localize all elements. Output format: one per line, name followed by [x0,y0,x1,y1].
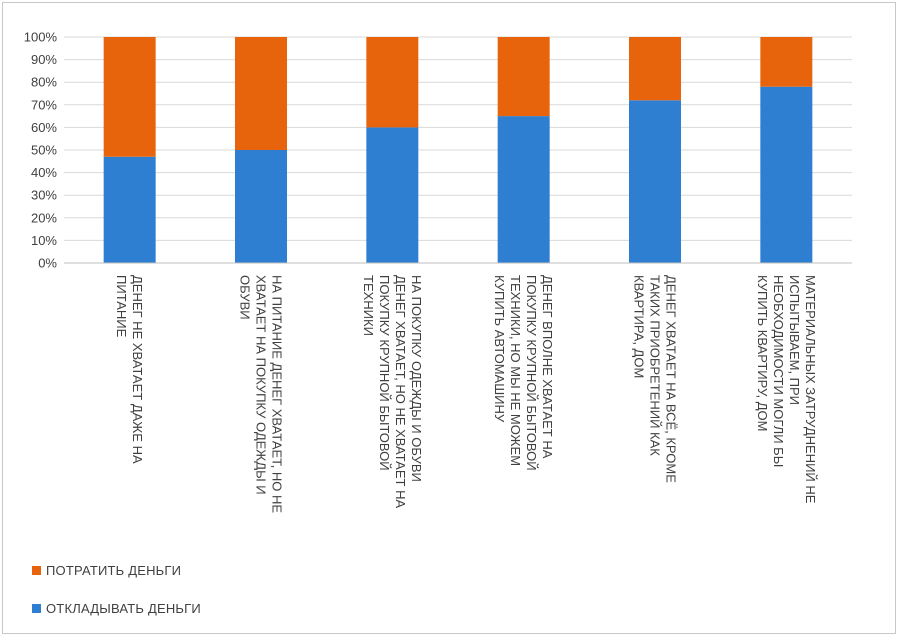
x-tick-label-line: МАТЕРИАЛЬНЫХ ЗАТРУДНЕНИЙ НЕ [803,275,818,504]
x-tick-label-line: ПИТАНИЕ [114,275,129,338]
x-tick-label-line: ДЕНЕГ ХВАТАЕТ, НО НЕ ХВАТАЕТ НА [393,275,408,508]
legend-label-save: ОТКЛАДЫВАТЬ ДЕНЬГИ [46,601,201,616]
y-tick-label: 10% [31,233,57,248]
legend-item-spend: ПОТРАТИТЬ ДЕНЬГИ [32,563,181,578]
legend-label-spend: ПОТРАТИТЬ ДЕНЬГИ [46,563,182,578]
y-tick-label: 100% [24,30,58,45]
x-tick-label-line: ТЕХНИКИ [361,275,376,336]
x-tick-label-line: ПОКУПКУ КРУПНОЙ БЫТОВОЙ [524,275,539,471]
bar-spend-4 [497,37,550,117]
legend-swatch-save [32,604,41,613]
bar-spend-1 [103,37,156,157]
x-tick-label-line: ТАКИХ ПРИОБРЕТЕНИЙ КАК [648,275,663,456]
bar-save-4 [497,116,550,263]
bar-spend-3 [366,37,419,128]
x-tick-label-line: ДЕНЕГ ВПОЛНЕ ХВАТАЕТ НА [540,275,555,459]
x-tick-label-line: НЕОБХОДИМОСТИ МОГЛИ БЫ [771,275,786,467]
bar-spend-6 [760,37,813,87]
bar-save-1 [103,156,156,263]
y-tick-label: 40% [31,165,57,180]
bar-save-6 [760,86,813,263]
bar-spend-5 [629,37,681,101]
x-tick-label-line: ПОКУПКУ КРУПНОЙ БЫТОВОЙ [377,275,392,471]
y-tick-label: 0% [38,256,57,271]
y-tick-label: 20% [31,210,57,225]
y-tick-label: 90% [31,52,57,67]
x-tick-label-line: ИСПЫТЫВАЕМ, ПРИ [787,275,802,405]
x-tick-label-line: ОБУВИ [238,275,253,320]
x-tick-label-line: КУПИТЬ КВАРТИРУ, ДОМ [755,275,770,432]
bar-save-5 [629,100,681,263]
bar-save-2 [235,150,287,263]
legend-item-save: ОТКЛАДЫВАТЬ ДЕНЬГИ [32,601,201,616]
x-tick-label-line: ТЕХНИКИ, НО МЫ НЕ МОЖЕМ [508,275,523,466]
x-tick-label-line: ДЕНЕГ ХВАТАЕТ НА ВСЁ, КРОМЕ [664,275,679,483]
bar-save-3 [366,127,419,264]
legend-swatch-spend [32,566,41,575]
x-tick-label-line: ХВАТАЕТ НА ПОКУПКУ ОДЕЖДЫ И [254,275,269,495]
y-tick-label: 50% [31,143,57,158]
y-tick-label: 70% [31,97,57,112]
y-tick-label: 30% [31,188,57,203]
bar-spend-2 [235,37,287,150]
y-tick-label: 60% [31,120,57,135]
x-tick-label-line: КУПИТЬ АВТОМАШИНУ [492,275,507,423]
x-tick-label-line: КВАРТИРА, ДОМ [632,275,647,378]
x-tick-label-line: НА ПИТАНИЕ ДЕНЕГ ХВАТАЕТ, НО НЕ [270,275,285,513]
x-tick-label-line: НА ПОКУПКУ ОДЕЖДЫ И ОБУВИ [409,275,424,482]
x-tick-label-line: ДЕНЕГ НЕ ХВАТАЕТ ДАЖЕ НА [130,275,145,464]
y-tick-label: 80% [31,75,57,90]
